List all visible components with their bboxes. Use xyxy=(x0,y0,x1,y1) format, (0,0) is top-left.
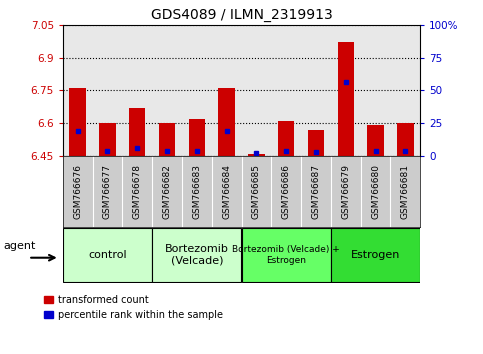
Text: GSM766680: GSM766680 xyxy=(371,164,380,219)
Bar xyxy=(152,228,242,282)
Bar xyxy=(99,123,115,156)
Text: GSM766676: GSM766676 xyxy=(73,164,82,219)
Bar xyxy=(218,88,235,156)
Title: GDS4089 / ILMN_2319913: GDS4089 / ILMN_2319913 xyxy=(151,8,332,22)
Text: GSM766685: GSM766685 xyxy=(252,164,261,219)
Bar xyxy=(331,228,420,282)
Text: Estrogen: Estrogen xyxy=(351,250,400,260)
Text: GSM766683: GSM766683 xyxy=(192,164,201,219)
Text: GSM766677: GSM766677 xyxy=(103,164,112,219)
Text: agent: agent xyxy=(3,241,36,251)
Bar xyxy=(278,121,294,156)
Text: control: control xyxy=(88,250,127,260)
Bar xyxy=(189,119,205,156)
Bar xyxy=(397,123,413,156)
Text: Bortezomib
(Velcade): Bortezomib (Velcade) xyxy=(165,244,229,266)
Text: Bortezomib (Velcade) +
Estrogen: Bortezomib (Velcade) + Estrogen xyxy=(232,245,340,264)
Bar xyxy=(248,154,265,156)
Bar xyxy=(70,88,86,156)
Text: GSM766687: GSM766687 xyxy=(312,164,320,219)
Text: GSM766686: GSM766686 xyxy=(282,164,291,219)
Bar xyxy=(338,42,354,156)
Bar xyxy=(368,125,384,156)
Legend: transformed count, percentile rank within the sample: transformed count, percentile rank withi… xyxy=(43,295,223,320)
Text: GSM766684: GSM766684 xyxy=(222,164,231,219)
Bar xyxy=(242,228,331,282)
Bar xyxy=(159,123,175,156)
Bar xyxy=(129,108,145,156)
Text: GSM766679: GSM766679 xyxy=(341,164,350,219)
Text: GSM766681: GSM766681 xyxy=(401,164,410,219)
Bar xyxy=(308,130,324,156)
Text: GSM766678: GSM766678 xyxy=(133,164,142,219)
Text: GSM766682: GSM766682 xyxy=(163,164,171,219)
Bar xyxy=(63,228,152,282)
